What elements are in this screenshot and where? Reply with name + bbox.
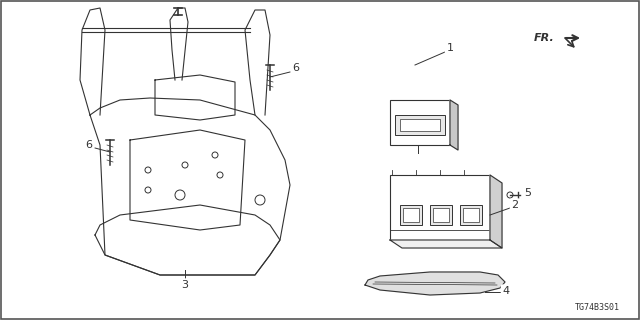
Bar xyxy=(400,119,440,131)
Text: 6: 6 xyxy=(292,63,300,73)
Polygon shape xyxy=(365,272,505,295)
Polygon shape xyxy=(390,240,502,248)
Bar xyxy=(433,208,449,222)
Bar xyxy=(390,175,490,240)
Text: 3: 3 xyxy=(182,280,189,290)
Bar xyxy=(403,208,419,222)
Polygon shape xyxy=(450,100,458,150)
Text: 4: 4 xyxy=(502,286,509,296)
Bar xyxy=(463,208,479,222)
Bar xyxy=(430,205,452,225)
Text: 2: 2 xyxy=(511,200,518,210)
Polygon shape xyxy=(490,175,502,248)
Text: TG74B3S01: TG74B3S01 xyxy=(575,303,620,312)
Bar xyxy=(460,205,482,225)
Bar xyxy=(395,115,445,135)
Bar xyxy=(390,100,450,145)
Text: 5: 5 xyxy=(525,188,531,198)
Text: 1: 1 xyxy=(447,43,454,53)
Text: FR.: FR. xyxy=(534,33,555,43)
Bar xyxy=(400,205,422,225)
Text: 6: 6 xyxy=(86,140,93,150)
